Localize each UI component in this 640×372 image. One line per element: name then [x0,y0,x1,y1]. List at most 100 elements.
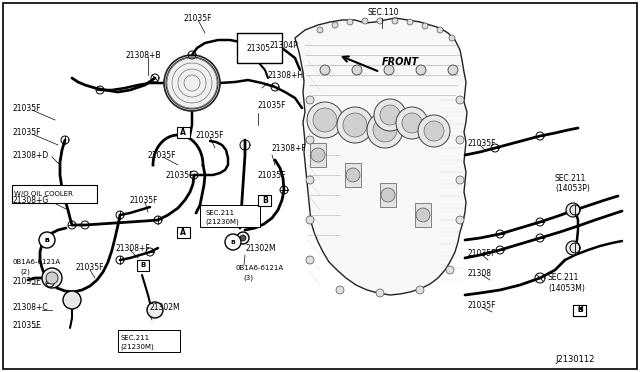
Text: 21035F: 21035F [183,13,211,22]
Text: 21035F: 21035F [195,131,223,140]
Circle shape [337,107,373,143]
Text: 21035F: 21035F [468,301,497,310]
Text: FRONT: FRONT [382,57,419,67]
Circle shape [407,19,413,25]
Circle shape [566,203,580,217]
Circle shape [446,266,454,274]
Circle shape [448,65,458,75]
Text: J2130112: J2130112 [555,356,595,365]
Circle shape [437,27,443,33]
Text: SEC.211: SEC.211 [120,335,149,341]
Bar [345,163,361,187]
Text: 21308+G: 21308+G [12,196,48,205]
Circle shape [347,19,353,25]
Circle shape [306,96,314,104]
Text: 21035F: 21035F [75,263,104,273]
Text: (2): (2) [20,269,30,275]
Text: 21035F: 21035F [148,151,177,160]
Circle shape [240,235,246,241]
Bar [573,305,586,315]
Text: A: A [180,228,186,237]
Circle shape [317,27,323,33]
Text: SEC.211: SEC.211 [205,210,234,216]
Circle shape [456,216,464,224]
Text: 0B1A6-6121A: 0B1A6-6121A [12,259,60,265]
Text: B: B [140,262,146,268]
Circle shape [332,22,338,28]
Text: 21308+H: 21308+H [268,71,304,80]
Text: 21035F: 21035F [468,248,497,257]
Text: SEC.110: SEC.110 [368,7,399,16]
Bar [12,185,97,203]
Text: 21035F: 21035F [258,100,287,109]
Circle shape [306,256,314,264]
Text: B: B [230,240,236,244]
Text: 21308+C: 21308+C [12,304,47,312]
Text: A: A [180,128,186,137]
Text: 21035F: 21035F [130,196,159,205]
Text: B: B [577,305,583,314]
Bar [237,33,282,63]
Text: (3): (3) [243,275,253,281]
Bar [118,330,180,352]
Circle shape [306,216,314,224]
Circle shape [306,136,314,144]
Bar [137,260,149,270]
Circle shape [416,286,424,294]
Text: 21035F: 21035F [12,278,40,286]
Circle shape [416,208,430,222]
Bar [200,205,260,227]
Circle shape [402,113,422,133]
Circle shape [46,272,58,284]
Circle shape [422,23,428,29]
Bar [310,143,326,167]
Circle shape [313,108,337,132]
Bar [573,305,586,315]
Circle shape [392,18,398,24]
Text: 21308+F: 21308+F [115,244,150,253]
Text: B: B [577,307,582,313]
Text: 0B1A6-6121A: 0B1A6-6121A [235,265,283,271]
Circle shape [396,107,428,139]
Circle shape [320,65,330,75]
Bar [415,203,431,227]
Text: 21035F: 21035F [258,170,287,180]
Circle shape [306,176,314,184]
Circle shape [42,268,62,288]
Circle shape [39,232,55,248]
Circle shape [376,289,384,297]
Circle shape [456,136,464,144]
Text: 21308+F: 21308+F [272,144,307,153]
Circle shape [381,188,395,202]
Circle shape [449,35,455,41]
Circle shape [418,115,450,147]
Circle shape [377,18,383,24]
Text: B: B [262,196,268,205]
Circle shape [164,55,220,111]
Circle shape [416,65,426,75]
Bar [177,126,189,138]
Text: 21035F: 21035F [12,321,40,330]
Circle shape [384,65,394,75]
Circle shape [311,148,325,162]
Text: SEC.211: SEC.211 [548,273,579,282]
Circle shape [346,168,360,182]
Circle shape [380,105,400,125]
Text: (14053P): (14053P) [555,183,590,192]
Text: 21308+D: 21308+D [12,151,48,160]
Text: B: B [45,237,49,243]
Text: SEC.211: SEC.211 [555,173,586,183]
Text: (21230M): (21230M) [120,344,154,350]
Circle shape [225,234,241,250]
Circle shape [362,18,368,24]
Text: B: B [45,237,49,243]
Circle shape [367,112,403,148]
Circle shape [456,96,464,104]
Circle shape [566,241,580,255]
Text: 21304P: 21304P [270,41,299,49]
Circle shape [374,99,406,131]
Text: W/O OIL COOLER: W/O OIL COOLER [14,191,73,197]
Text: (21230M): (21230M) [205,219,239,225]
Text: 21035F: 21035F [12,103,40,112]
Polygon shape [295,18,467,295]
